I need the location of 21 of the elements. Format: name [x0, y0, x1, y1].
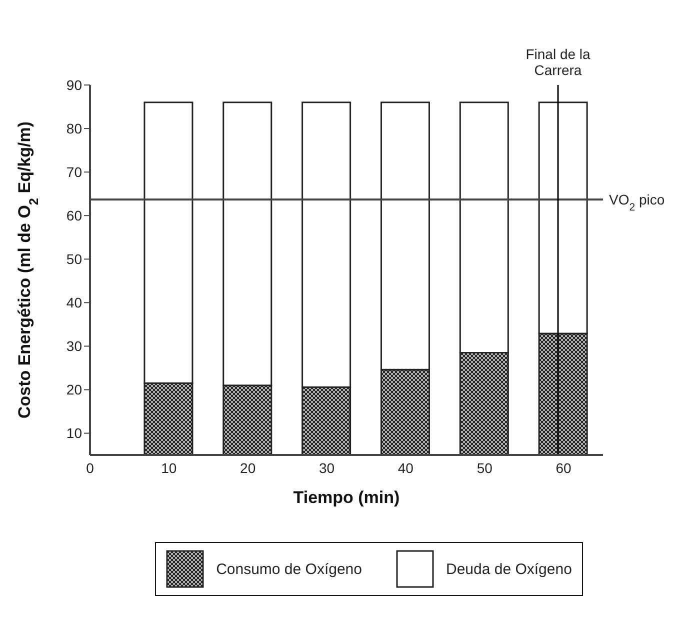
y-tick-label: 70 — [66, 164, 82, 180]
y-tick-label: 10 — [66, 425, 82, 442]
y-tick-label: 50 — [66, 251, 82, 268]
y-tick-label: 80 — [66, 120, 82, 136]
x-tick-label: 40 — [398, 460, 414, 476]
y-tick-label: 30 — [66, 338, 82, 354]
ref-line-label: Final de la Carrera — [526, 46, 591, 78]
x-tick-label: 50 — [476, 460, 493, 476]
x-tick-label: 30 — [318, 460, 335, 476]
x-tick-label: 20 — [240, 460, 256, 476]
x-tick-label: 60 — [556, 460, 572, 476]
x-tick-label: 10 — [161, 460, 177, 476]
y-tick-label: 60 — [66, 208, 82, 224]
x-tick-label: 0 — [86, 460, 94, 476]
legend-label: Consumo de Oxígeno — [216, 560, 362, 578]
y-tick-label: 20 — [66, 382, 82, 398]
y-tick-label: 40 — [66, 294, 82, 311]
ref-line-label: VO$_{2}$ pico — [609, 191, 665, 214]
y-tick-label: 90 — [66, 76, 82, 93]
legend-label: Deuda de Oxígeno — [446, 560, 572, 578]
x-axis-title: Tiempo (min) — [293, 488, 400, 507]
